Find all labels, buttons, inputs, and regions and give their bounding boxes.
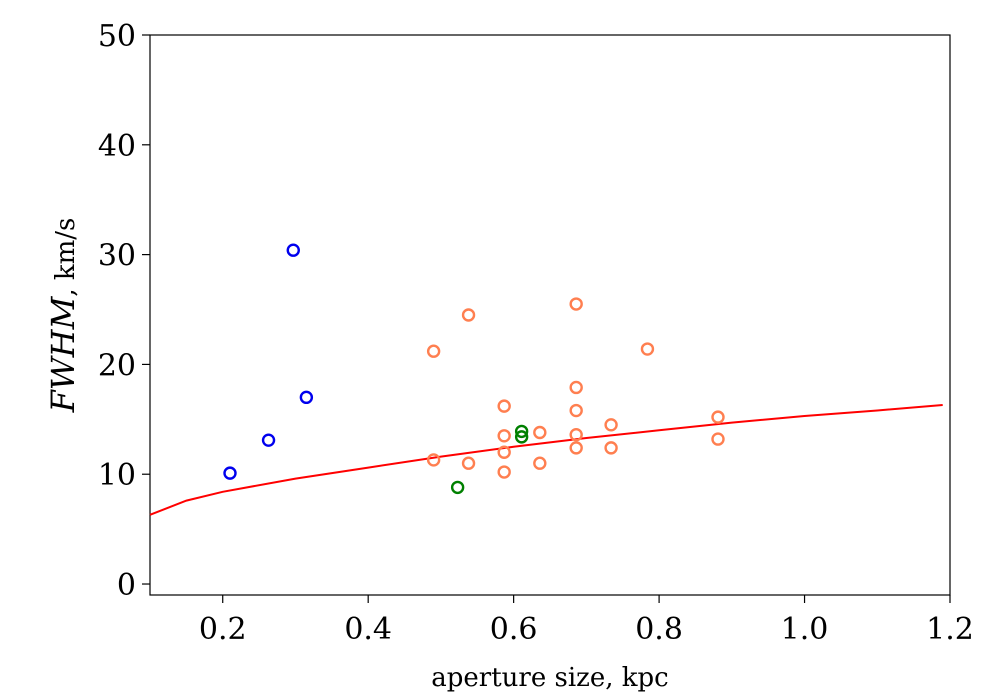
x-tick-label: 1.2 — [926, 612, 974, 647]
data-points-layer — [223, 243, 725, 495]
y-tick-label: 30 — [98, 239, 136, 274]
plot-frame — [149, 34, 951, 596]
x-axis-ticks: 0.2 0.4 0.6 0.8 1.0 1.2 — [199, 595, 974, 647]
y-tick-label: 10 — [98, 458, 136, 493]
data-point-series-2 — [711, 432, 725, 446]
data-point-series-1 — [286, 243, 300, 257]
x-axis-label: aperture size, kpc — [431, 663, 668, 693]
data-point-series-2 — [533, 425, 547, 440]
y-axis-label-main: FWHM — [44, 295, 82, 413]
y-tick-label: 50 — [98, 19, 136, 54]
data-point-series-2 — [426, 453, 441, 467]
y-axis-label: FWHM, km/s — [44, 218, 82, 414]
y-axis-label-unit: , km/s — [51, 218, 81, 297]
data-point-series-2 — [569, 380, 583, 395]
data-point-series-2 — [461, 308, 476, 322]
data-point-series-2 — [461, 456, 476, 470]
y-tick-label: 40 — [98, 129, 136, 164]
x-tick-label: 0.2 — [199, 612, 247, 647]
data-point-series-2 — [604, 441, 618, 455]
x-tick-label: 0.6 — [490, 612, 538, 647]
data-point-series-2 — [711, 410, 725, 424]
data-point-series-2 — [569, 403, 583, 418]
data-point-series-2 — [569, 427, 583, 442]
y-tick-label: 20 — [98, 348, 136, 383]
data-point-series-3 — [514, 424, 529, 439]
data-point-series-2 — [497, 429, 511, 443]
x-tick-label: 0.8 — [635, 612, 683, 647]
data-point-series-1 — [299, 390, 314, 405]
x-tick-label: 0.4 — [344, 612, 392, 647]
x-tick-label: 1.0 — [781, 612, 829, 647]
y-tick-label: 0 — [117, 568, 136, 603]
data-point-series-2 — [604, 418, 618, 432]
data-point-series-1 — [223, 466, 237, 480]
data-point-series-2 — [497, 445, 511, 459]
data-point-series-3 — [450, 480, 465, 495]
data-point-series-2 — [640, 342, 655, 356]
data-point-series-1 — [261, 433, 276, 447]
data-point-series-3 — [514, 430, 529, 444]
data-point-series-2 — [497, 399, 511, 413]
data-point-series-2 — [497, 465, 511, 479]
data-point-series-2 — [533, 456, 547, 470]
data-point-series-2 — [426, 344, 441, 358]
y-axis-ticks: 0 10 20 30 40 50 — [98, 19, 150, 603]
data-point-series-2 — [569, 441, 583, 455]
data-point-series-2 — [569, 297, 583, 311]
fit-curve-line — [149, 404, 943, 516]
fit-curve-layer — [149, 404, 943, 516]
